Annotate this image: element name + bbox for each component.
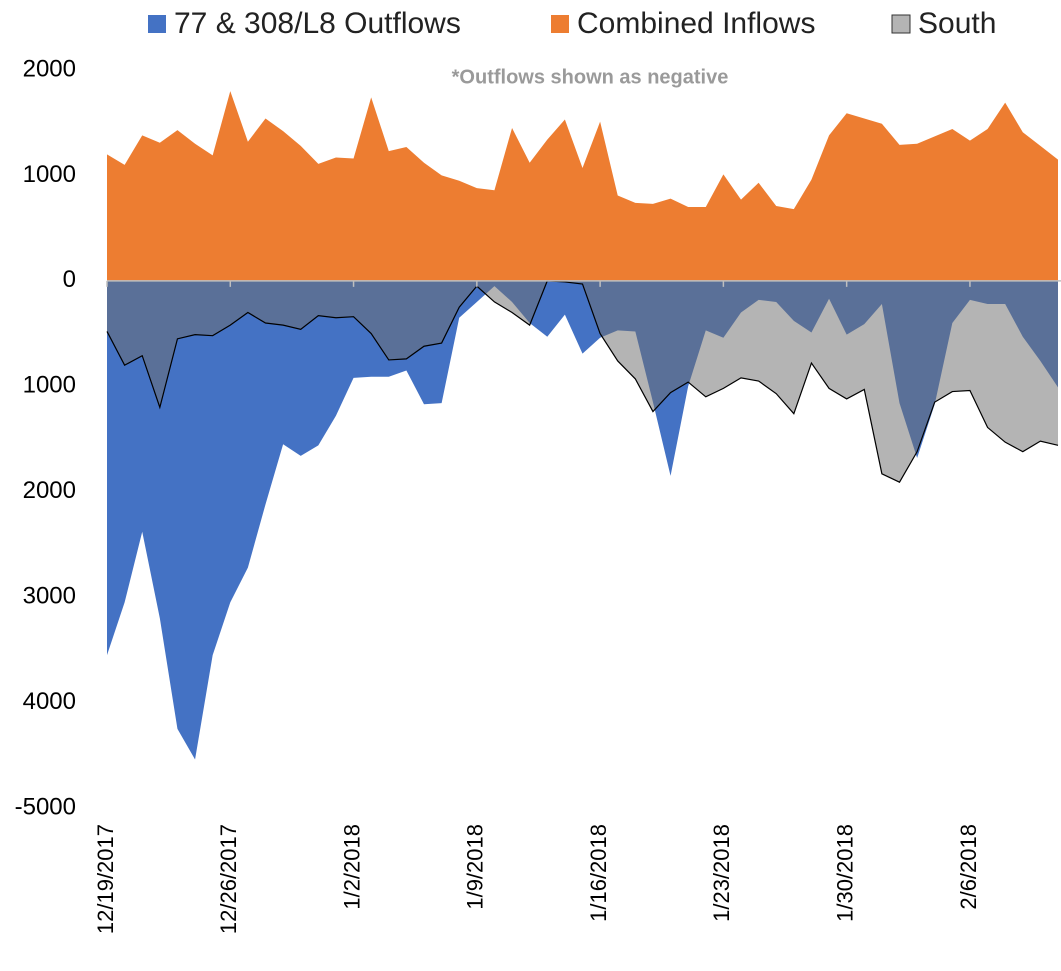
legend-label: Combined Inflows (577, 7, 815, 40)
y-tick-label: -5000 (15, 793, 76, 820)
legend-label: 77 & 308/L8 Outflows (174, 7, 461, 40)
legend-label: South (918, 7, 996, 40)
x-tick-label: 2/6/2018 (956, 824, 981, 910)
annotation: *Outflows shown as negative (452, 66, 729, 88)
area (107, 91, 1058, 281)
x-tick-label: 1/9/2018 (463, 824, 488, 910)
x-tick-label: 1/30/2018 (832, 824, 857, 922)
x-tick-label: 1/16/2018 (586, 824, 611, 922)
x-tick-label: 12/19/2017 (93, 824, 118, 934)
legend-swatch (891, 14, 911, 34)
y-tick-label: 2000 (23, 55, 76, 82)
y-tick-label: 1000 (23, 161, 76, 188)
area-outline (106, 280, 1059, 484)
legend-swatch (148, 15, 166, 33)
y-tick-label: 4000 (23, 688, 76, 715)
y-tick-label: 0 (63, 266, 76, 293)
x-tick-label: 1/2/2018 (339, 824, 364, 910)
y-tick-label: 2000 (23, 477, 76, 504)
y-tick-label: 1000 (23, 372, 76, 399)
area (107, 280, 1058, 483)
y-tick-label: 3000 (23, 582, 76, 609)
x-tick-label: 12/26/2017 (216, 824, 241, 934)
legend-swatch (551, 15, 569, 33)
x-tick-label: 1/23/2018 (709, 824, 734, 922)
